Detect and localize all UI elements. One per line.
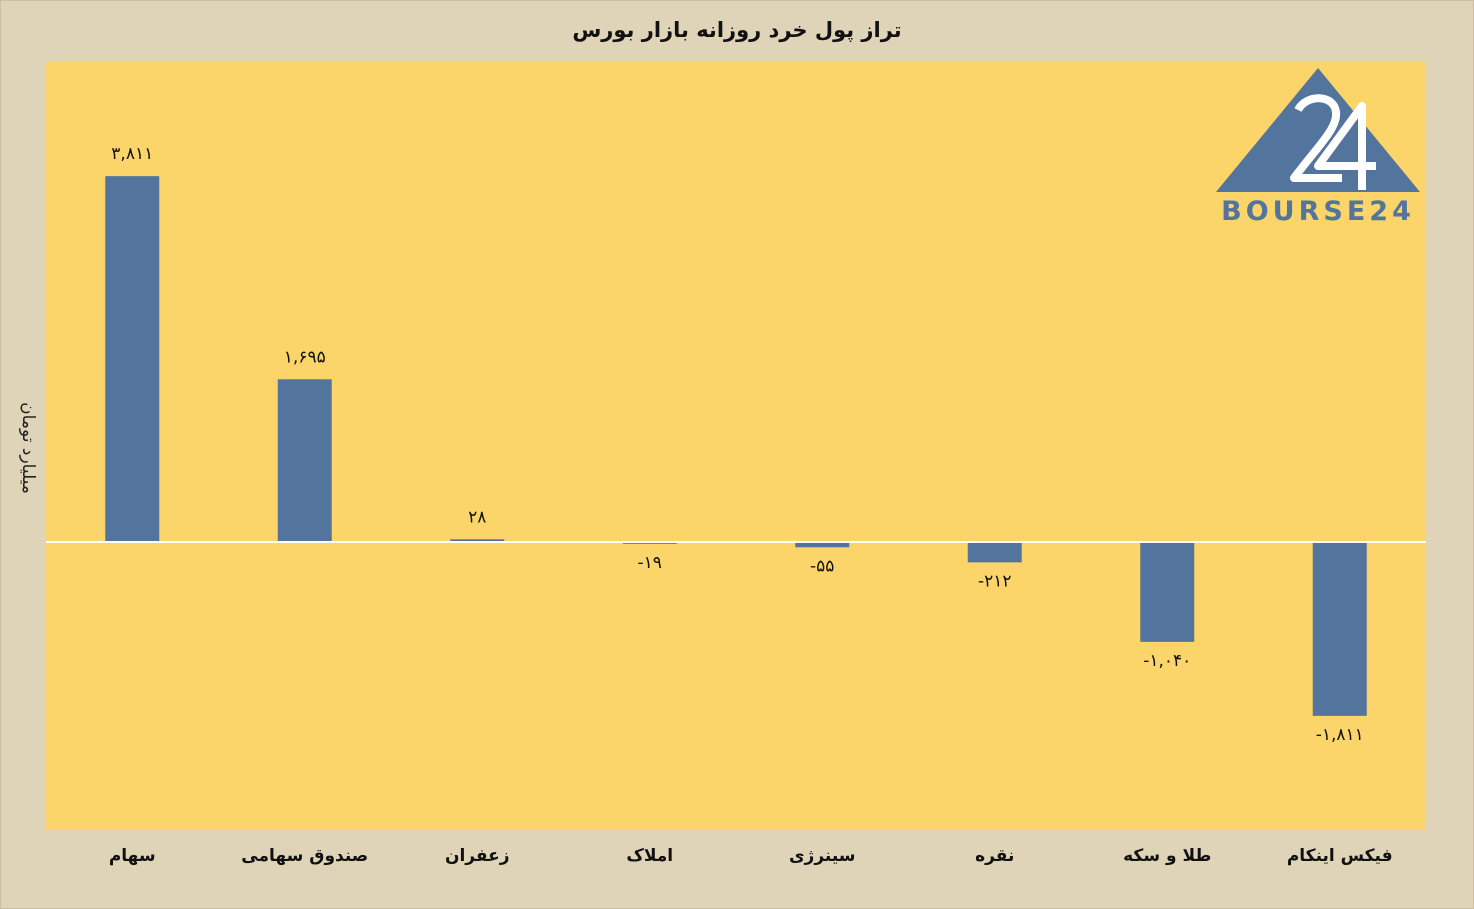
bar-value-label: -۵۵ [810, 556, 834, 576]
bar-value-label: -۱۹ [638, 553, 662, 573]
category-label: املاک [626, 846, 673, 866]
bar [277, 379, 332, 542]
value-labels-group: ۳,۸۱۱ ۱,۶۹۵ ۲۸ -۱۹ -۵۵ -۲۱۲ -۱,۰۴۰ -۱,۸۱۱ [111, 144, 1364, 745]
category-label: فیکس اینکام [1287, 846, 1393, 866]
bar [795, 542, 850, 548]
bourse24-logo: BOURSE24 [1216, 68, 1420, 226]
category-label: سهام [109, 846, 156, 866]
bar-value-label: ۱,۶۹۵ [284, 347, 326, 367]
bar-value-label: -۱,۸۱۱ [1316, 725, 1364, 745]
logo-digit-4-icon [1314, 102, 1376, 190]
logo-text: BOURSE24 [1221, 196, 1415, 226]
bar-value-label: ۳,۸۱۱ [111, 144, 153, 164]
category-label: سینرژی [789, 846, 856, 866]
plot-area [46, 62, 1426, 830]
bar-value-label: ۲۸ [468, 507, 486, 527]
category-label: طلا و سکه [1123, 846, 1211, 866]
bar-value-label: -۱,۰۴۰ [1143, 651, 1191, 671]
category-labels-group: سهام صندوق سهامی زعفران املاک سینرژی نقره طلا … [109, 846, 1393, 866]
category-label: زعفران [445, 846, 510, 866]
category-label: نقره [975, 846, 1014, 866]
bar [1312, 542, 1367, 716]
chart-title: تراز پول خرد روزانه بازار بورس [572, 18, 902, 42]
bar [450, 539, 505, 542]
logo-triangle-icon [1216, 68, 1420, 192]
bar [1140, 542, 1195, 642]
bar [967, 542, 1022, 563]
logo-digit-2-icon [1290, 94, 1342, 182]
bar [105, 176, 160, 543]
category-label: صندوق سهامی [241, 846, 368, 866]
bars-group [105, 176, 1367, 716]
bar-value-label: -۲۱۲ [978, 571, 1012, 591]
